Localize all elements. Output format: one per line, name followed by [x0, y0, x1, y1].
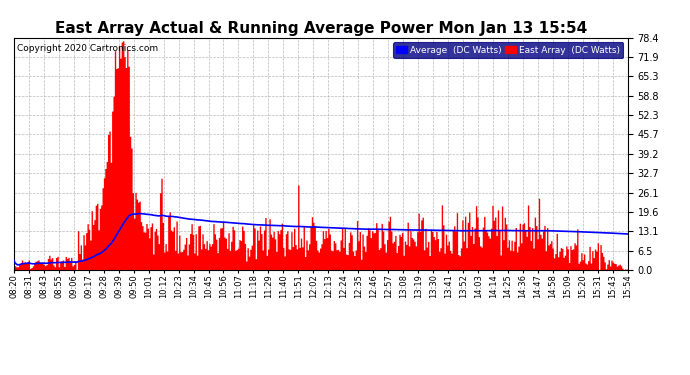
- Text: Copyright 2020 Cartronics.com: Copyright 2020 Cartronics.com: [17, 45, 158, 54]
- Title: East Array Actual & Running Average Power Mon Jan 13 15:54: East Array Actual & Running Average Powe…: [55, 21, 587, 36]
- Legend: Average  (DC Watts), East Array  (DC Watts): Average (DC Watts), East Array (DC Watts…: [393, 42, 623, 58]
